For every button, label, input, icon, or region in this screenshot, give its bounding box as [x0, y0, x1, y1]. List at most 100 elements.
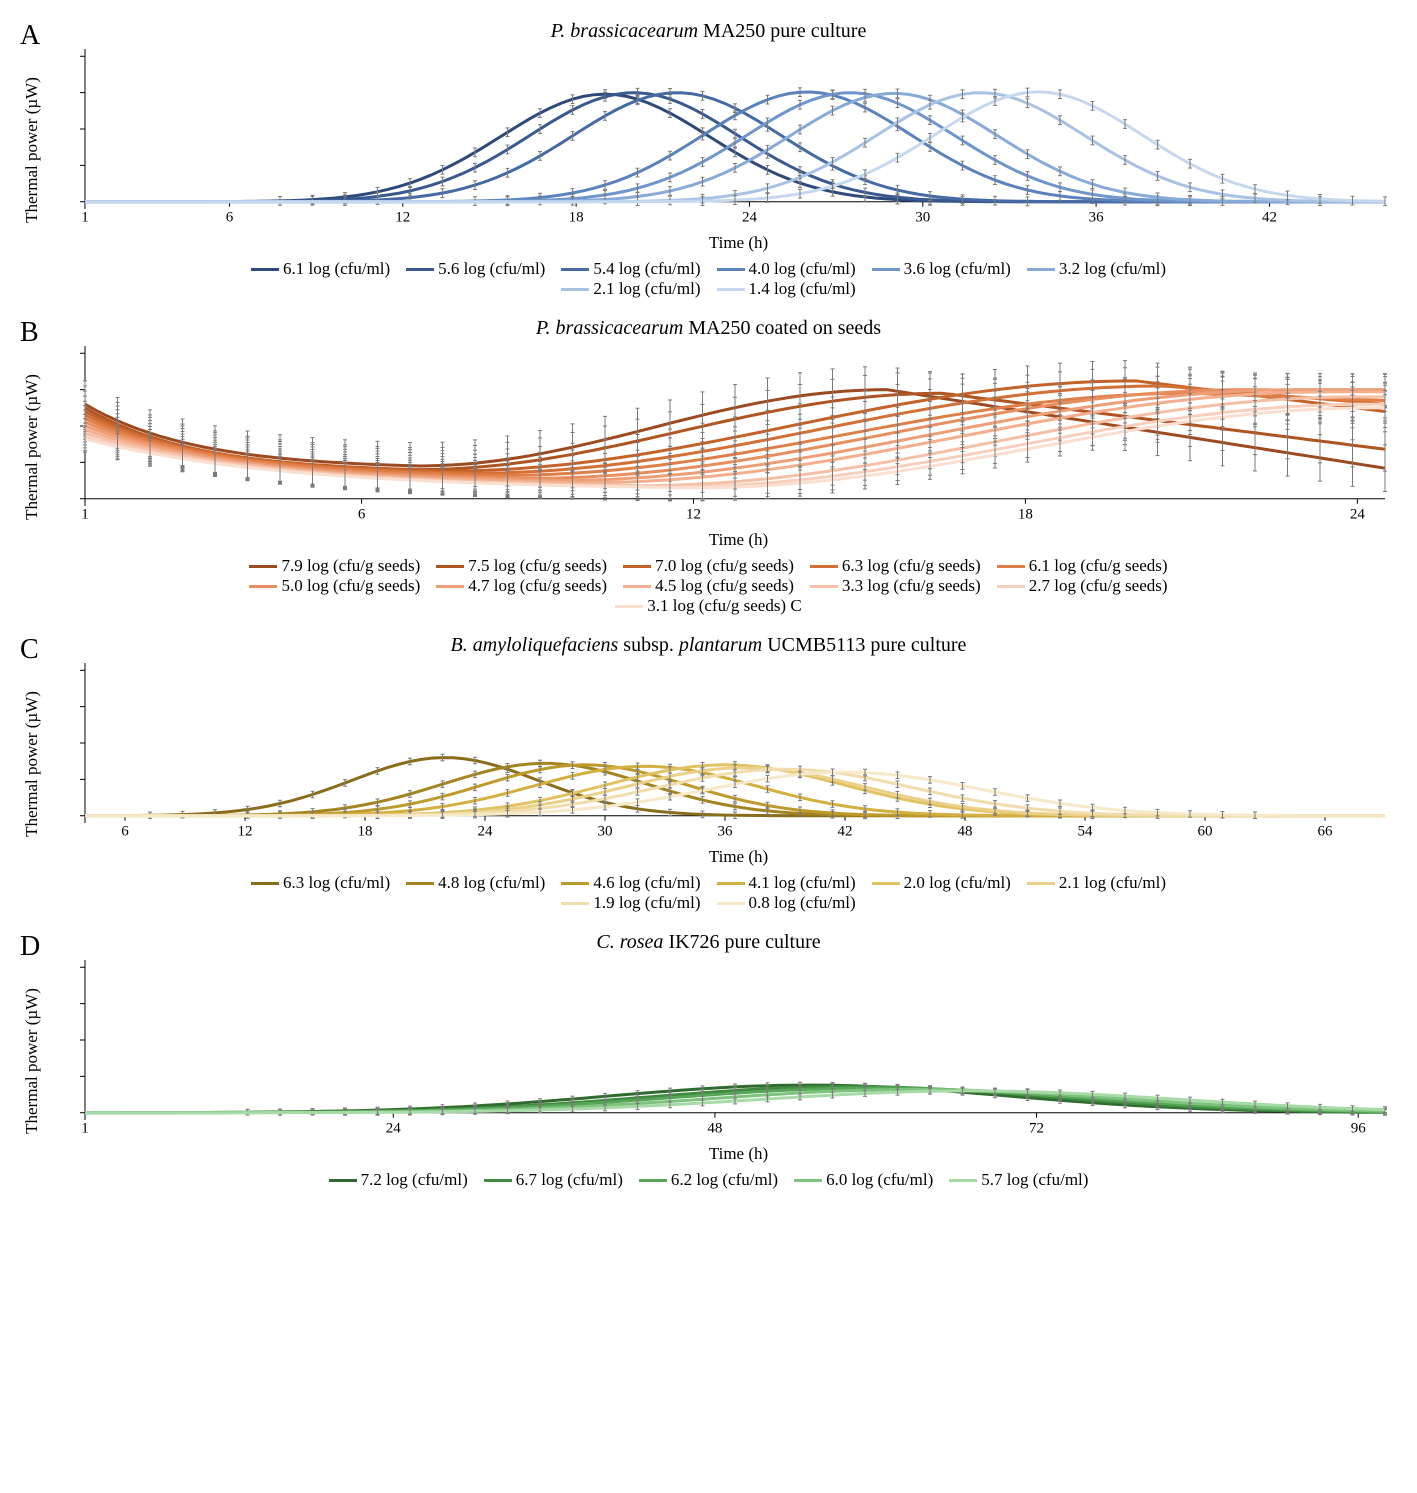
legend-item: 1.4 log (cfu/ml) [717, 279, 856, 299]
legend-item: 5.4 log (cfu/ml) [561, 259, 700, 279]
svg-text:42: 42 [838, 824, 853, 840]
panel-C: CB. amyloliquefaciens subsp. plantarum U… [20, 634, 1397, 913]
legend-label: 6.2 log (cfu/ml) [671, 1170, 778, 1190]
legend-item: 3.1 log (cfu/g seeds) C [615, 596, 801, 616]
legend-item: 3.6 log (cfu/ml) [872, 259, 1011, 279]
panel-title: P. brassicacearum MA250 coated on seeds [20, 317, 1397, 340]
legend: 6.3 log (cfu/ml)4.8 log (cfu/ml)4.6 log … [249, 873, 1169, 913]
legend: 7.2 log (cfu/ml)6.7 log (cfu/ml)6.2 log … [134, 1170, 1284, 1190]
legend-label: 7.5 log (cfu/g seeds) [468, 556, 607, 576]
legend-swatch [872, 268, 900, 271]
svg-text:18: 18 [1018, 507, 1033, 523]
y-axis-label: Thermal power (µW) [22, 988, 42, 1134]
legend-item: 3.3 log (cfu/g seeds) [810, 576, 981, 596]
svg-text:24: 24 [742, 210, 758, 226]
legend-item: 7.9 log (cfu/g seeds) [249, 556, 420, 576]
legend-label: 1.4 log (cfu/ml) [749, 279, 856, 299]
legend-label: 6.0 log (cfu/ml) [826, 1170, 933, 1190]
legend-label: 0.8 log (cfu/ml) [749, 893, 856, 913]
legend-swatch [717, 882, 745, 885]
chart-region: Thermal power (µW)0500100015002000124487… [80, 958, 1397, 1164]
legend-swatch [436, 565, 464, 568]
legend-label: 6.3 log (cfu/g seeds) [842, 556, 981, 576]
legend-item: 4.0 log (cfu/ml) [717, 259, 856, 279]
legend-item: 6.3 log (cfu/ml) [251, 873, 390, 893]
svg-text:1: 1 [81, 1121, 89, 1137]
legend-label: 5.6 log (cfu/ml) [438, 259, 545, 279]
svg-text:66: 66 [1318, 824, 1334, 840]
figure: AP. brassicacearum MA250 pure cultureThe… [20, 20, 1397, 1190]
legend-swatch [1027, 882, 1055, 885]
legend: 6.1 log (cfu/ml) 5.6 log (cfu/ml) 5.4 log … [249, 259, 1169, 299]
panel-B: BP. brassicacearum MA250 coated on seeds… [20, 317, 1397, 616]
svg-text:18: 18 [569, 210, 584, 226]
svg-text:12: 12 [686, 507, 701, 523]
legend-label: 1.9 log (cfu/ml) [593, 893, 700, 913]
svg-text:24: 24 [478, 824, 494, 840]
svg-text:60: 60 [1198, 824, 1213, 840]
legend-swatch [810, 565, 838, 568]
svg-text:24: 24 [386, 1121, 402, 1137]
chart-svg: 050010001500200016121824303642 [80, 47, 1390, 231]
x-axis-label: Time (h) [80, 530, 1397, 550]
legend-item: 6.2 log (cfu/ml) [639, 1170, 778, 1190]
legend-label: 2.1 log (cfu/ml) [593, 279, 700, 299]
legend-swatch [623, 585, 651, 588]
legend-swatch [436, 585, 464, 588]
legend-swatch [561, 288, 589, 291]
panel-letter: C [20, 634, 39, 666]
legend-label: 4.8 log (cfu/ml) [438, 873, 545, 893]
legend-swatch [949, 1179, 977, 1182]
legend-swatch [249, 565, 277, 568]
legend-swatch [794, 1179, 822, 1182]
svg-text:54: 54 [1078, 824, 1094, 840]
svg-text:6: 6 [226, 210, 234, 226]
legend-label: 3.3 log (cfu/g seeds) [842, 576, 981, 596]
legend-swatch [810, 585, 838, 588]
legend-swatch [623, 565, 651, 568]
legend-label: 4.7 log (cfu/g seeds) [468, 576, 607, 596]
legend-item: 0.8 log (cfu/ml) [717, 893, 856, 913]
chart-region: Thermal power (µW)0500100015002000161218… [80, 47, 1397, 253]
legend-item: 6.1 log (cfu/g seeds) [997, 556, 1168, 576]
legend-label: 4.0 log (cfu/ml) [749, 259, 856, 279]
legend-item: 2.1 log (cfu/ml) [1027, 873, 1166, 893]
legend-item: 4.8 log (cfu/ml) [406, 873, 545, 893]
legend: 7.9 log (cfu/g seeds) 7.5 log (cfu/g seed… [249, 556, 1169, 616]
legend-item: 2.1 log (cfu/ml) [561, 279, 700, 299]
svg-text:36: 36 [718, 824, 734, 840]
panel-A: AP. brassicacearum MA250 pure cultureThe… [20, 20, 1397, 299]
svg-text:42: 42 [1262, 210, 1277, 226]
chart-region: Thermal power (µW)0500100015002000612182… [80, 661, 1397, 867]
legend-label: 2.7 log (cfu/g seeds) [1029, 576, 1168, 596]
legend-item: 2.0 log (cfu/ml) [872, 873, 1011, 893]
legend-item: 5.0 log (cfu/g seeds) [249, 576, 420, 596]
chart-svg: 050010001500200016121824 [80, 344, 1390, 528]
y-axis-label: Thermal power (µW) [22, 691, 42, 837]
legend-swatch [1027, 268, 1055, 271]
panel-letter: D [20, 931, 40, 963]
svg-text:1: 1 [81, 210, 89, 226]
legend-item: 5.7 log (cfu/ml) [949, 1170, 1088, 1190]
legend-label: 3.1 log (cfu/g seeds) C [647, 596, 801, 616]
legend-swatch [561, 882, 589, 885]
legend-swatch [406, 268, 434, 271]
svg-text:30: 30 [915, 210, 930, 226]
legend-swatch [406, 882, 434, 885]
legend-swatch [329, 1179, 357, 1182]
svg-text:1: 1 [81, 507, 89, 523]
legend-label: 5.7 log (cfu/ml) [981, 1170, 1088, 1190]
panel-D: DC. rosea IK726 pure cultureThermal powe… [20, 931, 1397, 1190]
legend-item: 6.1 log (cfu/ml) [251, 259, 390, 279]
svg-text:30: 30 [598, 824, 613, 840]
legend-item: 6.3 log (cfu/g seeds) [810, 556, 981, 576]
chart-region: Thermal power (µW)0500100015002000161218… [80, 344, 1397, 550]
legend-item: 7.2 log (cfu/ml) [329, 1170, 468, 1190]
legend-item: 1.9 log (cfu/ml) [561, 893, 700, 913]
legend-label: 2.1 log (cfu/ml) [1059, 873, 1166, 893]
legend-item: 4.7 log (cfu/g seeds) [436, 576, 607, 596]
legend-label: 7.9 log (cfu/g seeds) [281, 556, 420, 576]
legend-item: 7.5 log (cfu/g seeds) [436, 556, 607, 576]
svg-text:96: 96 [1351, 1121, 1367, 1137]
legend-swatch [717, 268, 745, 271]
